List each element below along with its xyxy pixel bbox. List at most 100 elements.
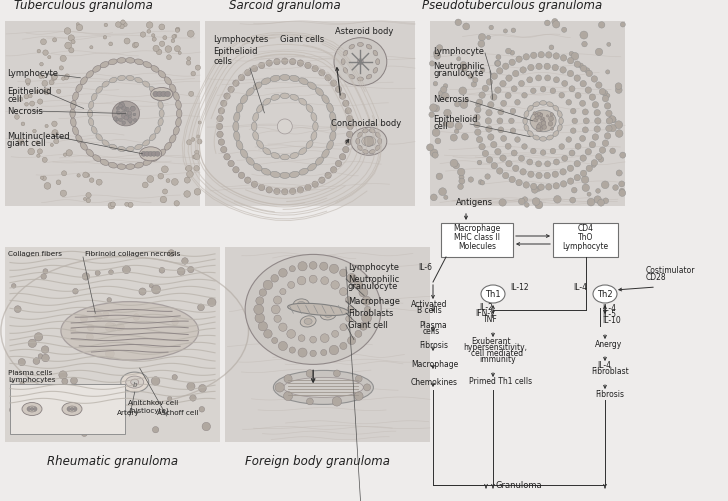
Circle shape bbox=[509, 60, 515, 67]
Circle shape bbox=[178, 268, 185, 276]
Circle shape bbox=[174, 201, 179, 206]
Circle shape bbox=[430, 62, 435, 67]
Circle shape bbox=[113, 409, 116, 413]
Circle shape bbox=[332, 331, 339, 338]
Circle shape bbox=[284, 375, 292, 383]
Ellipse shape bbox=[288, 304, 349, 316]
Circle shape bbox=[476, 100, 483, 106]
Circle shape bbox=[363, 384, 371, 391]
Circle shape bbox=[569, 151, 575, 157]
Circle shape bbox=[523, 182, 529, 189]
Circle shape bbox=[547, 116, 549, 118]
Ellipse shape bbox=[118, 147, 125, 152]
Ellipse shape bbox=[280, 75, 290, 81]
Ellipse shape bbox=[135, 78, 143, 84]
Circle shape bbox=[567, 178, 574, 185]
Circle shape bbox=[518, 199, 525, 205]
Ellipse shape bbox=[89, 102, 94, 110]
Circle shape bbox=[502, 64, 509, 70]
Circle shape bbox=[566, 100, 571, 106]
Circle shape bbox=[123, 108, 127, 112]
Ellipse shape bbox=[527, 106, 534, 112]
Ellipse shape bbox=[557, 125, 562, 132]
Circle shape bbox=[116, 111, 119, 114]
Circle shape bbox=[592, 135, 598, 141]
Text: Activated: Activated bbox=[411, 300, 448, 309]
Circle shape bbox=[505, 49, 511, 55]
Circle shape bbox=[582, 42, 587, 48]
Circle shape bbox=[174, 35, 177, 39]
Text: Plasma: Plasma bbox=[419, 320, 447, 329]
Text: Necrosis: Necrosis bbox=[433, 95, 469, 104]
Circle shape bbox=[485, 118, 491, 125]
Circle shape bbox=[28, 149, 34, 155]
Ellipse shape bbox=[280, 94, 289, 99]
Circle shape bbox=[347, 116, 353, 123]
Circle shape bbox=[38, 100, 43, 105]
Circle shape bbox=[501, 136, 507, 142]
Circle shape bbox=[518, 156, 524, 162]
Circle shape bbox=[108, 43, 113, 47]
Text: Plasma cells: Plasma cells bbox=[8, 369, 52, 375]
Circle shape bbox=[168, 250, 175, 257]
Circle shape bbox=[567, 58, 574, 65]
Circle shape bbox=[453, 163, 459, 169]
Circle shape bbox=[133, 119, 137, 122]
Circle shape bbox=[28, 95, 32, 99]
Circle shape bbox=[462, 134, 468, 141]
Circle shape bbox=[439, 188, 446, 196]
Text: Lymphocyte: Lymphocyte bbox=[348, 263, 399, 272]
Circle shape bbox=[359, 289, 368, 298]
Text: Macrophage: Macrophage bbox=[454, 223, 501, 232]
Circle shape bbox=[104, 24, 108, 28]
Circle shape bbox=[191, 72, 196, 77]
Circle shape bbox=[364, 307, 371, 313]
Circle shape bbox=[620, 153, 626, 159]
Ellipse shape bbox=[165, 143, 172, 151]
Circle shape bbox=[188, 267, 194, 273]
Circle shape bbox=[616, 171, 622, 177]
Circle shape bbox=[347, 132, 353, 138]
Ellipse shape bbox=[320, 309, 336, 320]
Circle shape bbox=[41, 355, 50, 362]
Circle shape bbox=[238, 75, 245, 82]
Circle shape bbox=[336, 87, 341, 93]
Circle shape bbox=[364, 137, 373, 147]
Ellipse shape bbox=[22, 403, 42, 416]
Ellipse shape bbox=[92, 155, 100, 162]
Ellipse shape bbox=[376, 60, 380, 66]
Circle shape bbox=[238, 173, 245, 179]
Bar bbox=[5, 22, 200, 206]
Ellipse shape bbox=[121, 372, 149, 392]
Circle shape bbox=[190, 395, 196, 401]
Circle shape bbox=[520, 68, 526, 74]
Circle shape bbox=[274, 59, 280, 66]
Ellipse shape bbox=[271, 95, 280, 101]
Circle shape bbox=[354, 281, 363, 290]
Circle shape bbox=[37, 149, 42, 155]
Circle shape bbox=[620, 23, 625, 28]
Ellipse shape bbox=[306, 141, 313, 149]
Circle shape bbox=[339, 270, 347, 277]
Ellipse shape bbox=[89, 119, 94, 127]
Circle shape bbox=[553, 78, 559, 84]
Ellipse shape bbox=[149, 87, 156, 94]
Circle shape bbox=[306, 398, 313, 405]
Circle shape bbox=[347, 306, 354, 313]
Circle shape bbox=[82, 430, 87, 436]
Text: Fibrosis: Fibrosis bbox=[419, 340, 448, 349]
Text: immunity: immunity bbox=[479, 354, 515, 363]
Circle shape bbox=[199, 385, 206, 392]
Circle shape bbox=[486, 36, 491, 41]
Ellipse shape bbox=[159, 110, 164, 118]
Ellipse shape bbox=[553, 106, 559, 112]
Ellipse shape bbox=[263, 99, 271, 106]
Circle shape bbox=[167, 397, 172, 401]
Circle shape bbox=[130, 107, 135, 112]
Circle shape bbox=[606, 71, 610, 75]
Ellipse shape bbox=[131, 379, 139, 385]
Circle shape bbox=[34, 333, 43, 341]
Circle shape bbox=[21, 123, 25, 126]
Circle shape bbox=[545, 161, 550, 167]
Circle shape bbox=[538, 113, 542, 117]
